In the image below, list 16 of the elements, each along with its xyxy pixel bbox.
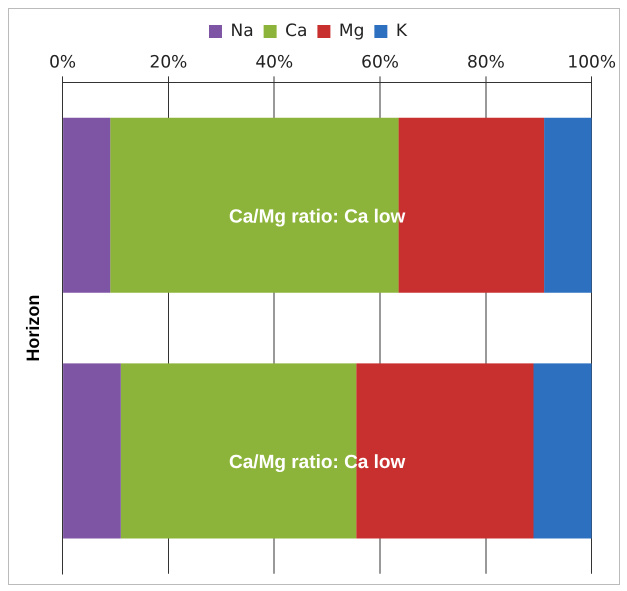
legend-label: K bbox=[396, 20, 408, 41]
x-tick-label: 100% bbox=[567, 52, 616, 73]
x-tick-label: 0% bbox=[49, 52, 76, 73]
bar bbox=[534, 363, 592, 538]
legend-label: Na bbox=[230, 20, 254, 41]
y-axis-title: Horizon bbox=[22, 294, 43, 362]
legend-label: Mg bbox=[338, 20, 364, 41]
bar bbox=[63, 118, 110, 293]
annotation: Ca/Mg ratio: Ca low bbox=[229, 452, 406, 474]
x-tick-label: 60% bbox=[361, 52, 399, 73]
legend-label: Ca bbox=[285, 20, 308, 41]
bar bbox=[63, 363, 121, 538]
bar bbox=[544, 118, 592, 293]
x-tick-label: 20% bbox=[150, 52, 188, 73]
x-tick-label: 40% bbox=[255, 52, 294, 73]
x-tick-label: 80% bbox=[466, 52, 505, 73]
